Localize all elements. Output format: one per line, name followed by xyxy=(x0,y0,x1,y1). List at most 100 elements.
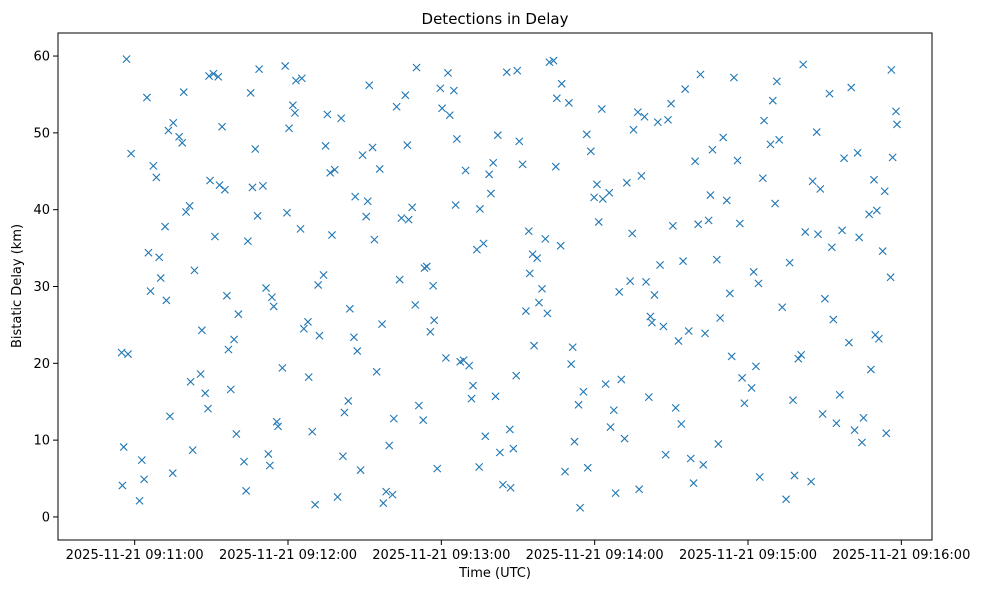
data-point xyxy=(888,153,897,162)
data-point xyxy=(778,303,787,312)
data-point xyxy=(164,126,173,135)
data-point xyxy=(509,444,518,453)
data-point xyxy=(838,226,847,235)
data-point xyxy=(414,401,423,410)
data-point xyxy=(567,360,576,369)
data-point xyxy=(754,279,763,288)
data-point xyxy=(362,212,371,221)
data-point xyxy=(747,383,756,392)
data-point xyxy=(282,208,291,217)
data-point xyxy=(382,487,391,496)
data-point xyxy=(832,419,841,428)
data-point xyxy=(847,83,856,92)
data-point xyxy=(502,68,511,77)
data-point xyxy=(370,235,379,244)
data-point xyxy=(264,449,273,458)
data-point xyxy=(127,149,136,158)
data-point xyxy=(452,135,461,143)
data-point xyxy=(451,201,460,210)
data-point xyxy=(886,273,895,282)
data-point xyxy=(782,495,791,504)
data-point xyxy=(178,138,187,147)
data-point xyxy=(345,304,354,313)
data-point xyxy=(543,309,552,318)
data-point xyxy=(498,480,507,489)
data-point xyxy=(521,307,530,316)
data-point xyxy=(296,224,305,233)
data-point xyxy=(401,91,410,100)
data-point xyxy=(326,168,335,177)
data-point xyxy=(204,404,212,413)
data-point xyxy=(379,499,388,508)
data-point xyxy=(449,86,458,95)
data-point xyxy=(469,381,478,390)
data-point xyxy=(512,371,521,380)
data-point xyxy=(246,88,255,97)
data-point xyxy=(850,426,859,435)
data-point xyxy=(549,56,558,65)
data-point xyxy=(579,387,588,396)
data-point xyxy=(441,353,450,362)
data-point xyxy=(622,178,631,187)
data-point xyxy=(853,148,862,157)
data-point xyxy=(794,354,803,363)
data-point xyxy=(738,373,747,382)
data-point xyxy=(617,375,626,384)
data-point xyxy=(704,216,713,225)
data-point xyxy=(644,393,653,402)
data-point xyxy=(311,500,320,509)
data-point xyxy=(340,408,349,417)
data-point xyxy=(272,417,281,426)
data-point xyxy=(620,434,629,443)
data-point xyxy=(893,120,901,129)
data-point xyxy=(775,135,784,144)
data-point xyxy=(557,79,566,88)
data-point xyxy=(196,370,205,379)
data-point xyxy=(230,335,239,344)
data-point xyxy=(210,232,219,241)
data-point xyxy=(327,231,336,240)
data-point xyxy=(760,116,769,125)
data-point xyxy=(146,287,155,296)
data-point xyxy=(633,108,642,117)
data-point xyxy=(356,466,365,475)
data-point xyxy=(866,365,875,374)
data-points xyxy=(118,56,901,512)
data-point xyxy=(525,269,534,278)
data-point xyxy=(122,55,131,64)
data-point xyxy=(436,84,445,93)
data-point xyxy=(365,81,374,90)
data-point xyxy=(790,471,799,480)
data-point xyxy=(197,326,206,335)
data-point xyxy=(314,280,323,289)
data-point xyxy=(403,141,412,150)
data-point xyxy=(606,423,615,432)
data-point xyxy=(820,294,829,303)
data-point xyxy=(206,176,215,185)
data-point xyxy=(582,130,591,139)
data-point xyxy=(650,290,659,299)
data-point xyxy=(840,154,849,163)
data-point xyxy=(491,392,500,401)
data-point xyxy=(609,406,618,415)
data-point xyxy=(768,96,777,105)
data-point xyxy=(799,60,808,69)
data-point xyxy=(882,429,891,438)
data-point xyxy=(165,412,174,421)
data-point xyxy=(749,267,758,276)
data-point xyxy=(605,188,614,197)
data-point xyxy=(640,112,649,121)
data-point xyxy=(205,72,214,81)
data-point xyxy=(169,118,178,127)
data-point xyxy=(857,438,866,447)
data-point xyxy=(240,457,249,466)
x-tick-label: 2025-11-21 09:12:00 xyxy=(219,548,357,563)
data-point xyxy=(534,298,543,307)
y-tick-label: 50 xyxy=(33,126,50,141)
data-point xyxy=(315,331,324,340)
data-point xyxy=(426,327,435,336)
data-point xyxy=(859,413,868,422)
y-tick-label: 60 xyxy=(33,50,50,65)
data-point xyxy=(788,396,797,405)
data-point xyxy=(472,245,481,254)
